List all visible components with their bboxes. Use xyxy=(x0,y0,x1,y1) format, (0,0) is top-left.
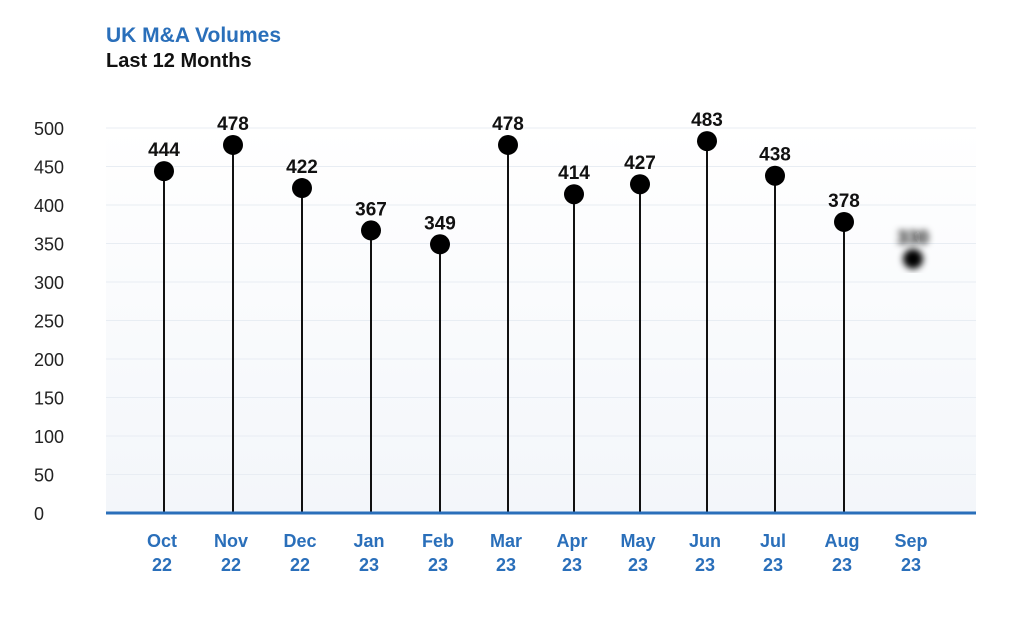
y-tick-label: 350 xyxy=(34,235,64,255)
data-point xyxy=(630,174,650,195)
x-tick-label-month: Nov xyxy=(214,531,248,551)
data-label: 330 xyxy=(897,228,929,249)
y-tick-label: 50 xyxy=(34,466,54,486)
x-tick-label-month: Aug xyxy=(825,531,860,551)
data-point xyxy=(834,211,854,232)
x-tick-label-year: 22 xyxy=(221,555,241,575)
x-tick-label-month: Jul xyxy=(760,531,786,551)
y-tick-label: 450 xyxy=(34,158,64,178)
y-tick-label: 150 xyxy=(34,389,64,409)
x-tick-label-year: 23 xyxy=(763,555,783,575)
x-tick-label-year: 22 xyxy=(152,555,172,575)
y-tick-label: 300 xyxy=(34,273,64,293)
data-point xyxy=(564,184,584,205)
chart-subtitle: Last 12 Months xyxy=(106,50,252,72)
data-label: 427 xyxy=(624,153,656,174)
x-tick-label-year: 23 xyxy=(832,555,852,575)
x-tick-label-month: Oct xyxy=(147,531,177,551)
y-tick-label: 100 xyxy=(34,427,64,447)
data-point xyxy=(223,134,243,155)
x-tick-label-year: 22 xyxy=(290,555,310,575)
data-point xyxy=(292,178,312,199)
data-label: 349 xyxy=(424,213,456,234)
data-label: 438 xyxy=(759,145,791,166)
x-tick-label-year: 23 xyxy=(901,555,921,575)
data-point xyxy=(361,220,381,241)
x-tick-label-month: Sep xyxy=(894,531,927,551)
x-tick-label-year: 23 xyxy=(562,555,582,575)
y-tick-label: 400 xyxy=(34,196,64,216)
data-label: 478 xyxy=(217,114,249,135)
y-tick-label: 0 xyxy=(34,504,44,524)
x-tick-label-year: 23 xyxy=(695,555,715,575)
x-tick-label-month: Dec xyxy=(283,531,316,551)
x-tick-label-month: May xyxy=(620,531,655,551)
chart-title: UK M&A Volumes xyxy=(106,24,282,47)
data-point xyxy=(154,161,174,182)
data-point xyxy=(697,131,717,152)
data-label: 478 xyxy=(492,114,524,135)
data-label: 422 xyxy=(286,157,318,178)
y-tick-label: 250 xyxy=(34,312,64,332)
data-point xyxy=(430,234,450,255)
data-label: 444 xyxy=(148,140,180,161)
data-point xyxy=(498,134,518,155)
x-tick-label-month: Apr xyxy=(557,531,588,551)
data-label: 367 xyxy=(355,199,387,220)
data-label: 414 xyxy=(558,163,590,184)
y-tick-label: 200 xyxy=(34,350,64,370)
data-label: 378 xyxy=(828,191,860,212)
x-tick-label-year: 23 xyxy=(628,555,648,575)
x-tick-label-year: 23 xyxy=(359,555,379,575)
x-tick-label-year: 23 xyxy=(496,555,516,575)
x-tick-label-month: Mar xyxy=(490,531,522,551)
x-tick-label-month: Jun xyxy=(689,531,721,551)
data-point xyxy=(903,248,923,269)
data-label: 483 xyxy=(691,110,723,131)
x-tick-label-month: Feb xyxy=(422,531,454,551)
x-tick-label-year: 23 xyxy=(428,555,448,575)
x-tick-label-month: Jan xyxy=(353,531,384,551)
data-point xyxy=(765,165,785,186)
y-tick-label: 500 xyxy=(34,119,64,139)
